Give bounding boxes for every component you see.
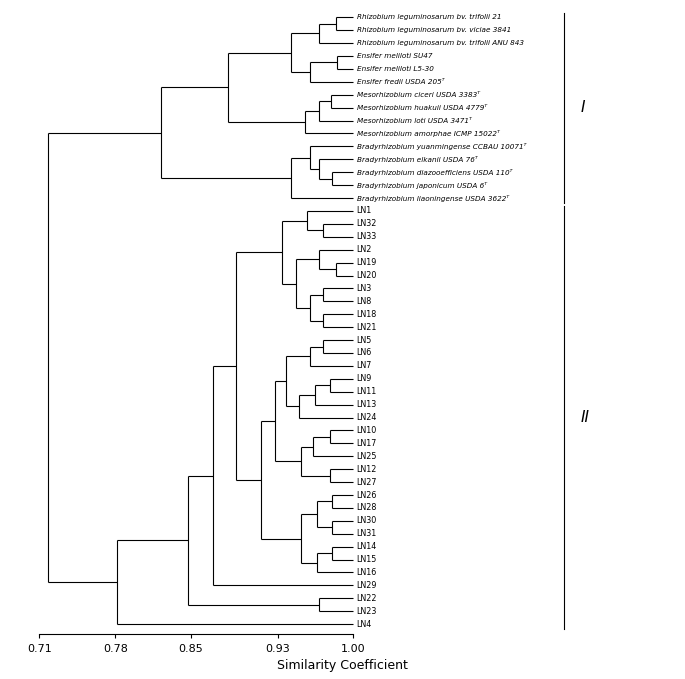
Text: LN12: LN12 — [357, 464, 377, 474]
Text: LN2: LN2 — [357, 245, 372, 254]
Text: LN6: LN6 — [357, 348, 372, 357]
Text: LN26: LN26 — [357, 490, 377, 500]
Text: I: I — [581, 100, 585, 115]
Text: Bradyrhizobium yuanmingense CCBAU 10071ᵀ: Bradyrhizobium yuanmingense CCBAU 10071ᵀ — [357, 143, 526, 150]
Text: LN21: LN21 — [357, 323, 377, 331]
Text: Bradyrhizobium diazooefficiens USDA 110ᵀ: Bradyrhizobium diazooefficiens USDA 110ᵀ — [357, 168, 512, 176]
Text: Bradyrhizobium elkanii USDA 76ᵀ: Bradyrhizobium elkanii USDA 76ᵀ — [357, 155, 477, 163]
Text: LN10: LN10 — [357, 426, 377, 435]
Text: LN5: LN5 — [357, 335, 372, 344]
Text: LN28: LN28 — [357, 503, 377, 513]
Text: LN23: LN23 — [357, 607, 377, 616]
Text: Rhizobium leguminosarum bv. trifolii ANU 843: Rhizobium leguminosarum bv. trifolii ANU… — [357, 40, 523, 46]
Text: LN24: LN24 — [357, 413, 377, 422]
Text: LN27: LN27 — [357, 477, 377, 487]
Text: Mesorhizobium amorphae ICMP 15022ᵀ: Mesorhizobium amorphae ICMP 15022ᵀ — [357, 130, 499, 137]
Text: LN1: LN1 — [357, 206, 372, 215]
Text: Mesorhizobium loti USDA 3471ᵀ: Mesorhizobium loti USDA 3471ᵀ — [357, 117, 471, 124]
Text: LN22: LN22 — [357, 594, 377, 603]
X-axis label: Similarity Coefficient: Similarity Coefficient — [277, 659, 408, 672]
Text: LN25: LN25 — [357, 452, 377, 461]
Text: LN20: LN20 — [357, 271, 377, 280]
Text: LN30: LN30 — [357, 516, 377, 526]
Text: LN32: LN32 — [357, 219, 377, 228]
Text: LN8: LN8 — [357, 297, 372, 306]
Text: LN17: LN17 — [357, 439, 377, 448]
Text: LN11: LN11 — [357, 387, 377, 397]
Text: Rhizobium leguminosarum bv. viciae 3841: Rhizobium leguminosarum bv. viciae 3841 — [357, 27, 511, 33]
Text: LN4: LN4 — [357, 620, 372, 629]
Text: LN18: LN18 — [357, 310, 377, 318]
Text: Ensifer meliloti L5-30: Ensifer meliloti L5-30 — [357, 66, 434, 72]
Text: LN15: LN15 — [357, 555, 377, 564]
Text: LN13: LN13 — [357, 400, 377, 409]
Text: LN31: LN31 — [357, 529, 377, 538]
Text: LN7: LN7 — [357, 361, 372, 371]
Text: LN29: LN29 — [357, 581, 377, 590]
Text: LN19: LN19 — [357, 258, 377, 267]
Text: LN9: LN9 — [357, 374, 372, 384]
Text: Mesorhizobium huakuii USDA 4779ᵀ: Mesorhizobium huakuii USDA 4779ᵀ — [357, 105, 487, 111]
Text: LN3: LN3 — [357, 284, 372, 293]
Text: II: II — [581, 410, 590, 425]
Text: Mesorhizobium ciceri USDA 3383ᵀ: Mesorhizobium ciceri USDA 3383ᵀ — [357, 92, 479, 98]
Text: LN16: LN16 — [357, 568, 377, 577]
Text: Bradyrhizobium liaoningense USDA 3622ᵀ: Bradyrhizobium liaoningense USDA 3622ᵀ — [357, 195, 509, 202]
Text: Rhizobium leguminosarum bv. trifolii 21: Rhizobium leguminosarum bv. trifolii 21 — [357, 14, 501, 20]
Text: LN14: LN14 — [357, 542, 377, 551]
Text: Ensifer meliloti SU47: Ensifer meliloti SU47 — [357, 53, 432, 59]
Text: Bradyrhizobium japonicum USDA 6ᵀ: Bradyrhizobium japonicum USDA 6ᵀ — [357, 181, 486, 189]
Text: Ensifer fredii USDA 205ᵀ: Ensifer fredii USDA 205ᵀ — [357, 79, 444, 85]
Text: LN33: LN33 — [357, 232, 377, 241]
